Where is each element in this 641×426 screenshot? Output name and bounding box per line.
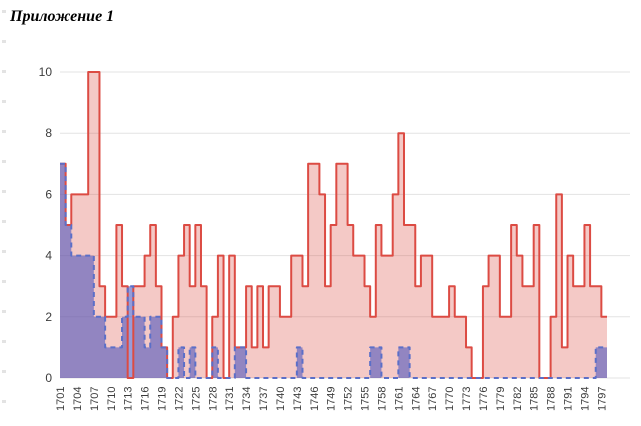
red-series-line [60, 71, 607, 379]
x-tick-label: 1746 [309, 387, 321, 411]
blue-series-area [60, 163, 607, 378]
x-tick-label: 1785 [529, 387, 541, 411]
margin-tick-dots [2, 10, 6, 410]
x-tick-label: 1773 [461, 387, 473, 411]
x-tick-label: 1722 [173, 387, 185, 411]
x-tick-label: 1767 [427, 387, 439, 411]
y-axis-labels: 0 2 4 6 8 10 [39, 65, 53, 385]
page-title: Приложение 1 [10, 8, 115, 25]
x-tick-label: 1728 [207, 387, 219, 411]
x-tick-label: 1719 [157, 387, 169, 411]
x-tick-label: 1749 [326, 387, 338, 411]
x-tick-label: 1752 [343, 387, 355, 411]
x-tick-label: 1731 [224, 387, 236, 411]
x-tick-label: 1755 [360, 387, 372, 411]
x-axis-labels: 1701 1704 1707 1710 1713 1716 1719 1722 1725 1728… [55, 387, 608, 411]
y-tick-label: 2 [45, 310, 52, 324]
y-tick-label: 6 [45, 187, 52, 201]
x-tick-label: 1707 [89, 387, 101, 411]
x-tick-label: 1764 [410, 387, 422, 411]
x-tick-label: 1758 [376, 387, 388, 411]
x-tick-label: 1716 [140, 387, 152, 411]
x-tick-label: 1740 [275, 387, 287, 411]
x-tick-label: 1704 [72, 387, 84, 411]
blue-series-line [60, 162, 607, 379]
x-tick-label: 1779 [495, 387, 507, 411]
x-tick-label: 1734 [241, 387, 253, 411]
x-tick-label: 1776 [478, 387, 490, 411]
x-tick-label: 1797 [596, 387, 608, 411]
x-tick-label: 1713 [123, 387, 135, 411]
y-tick-label: 10 [39, 65, 53, 79]
x-tick-label: 1710 [106, 387, 118, 411]
x-tick-label: 1782 [512, 387, 524, 411]
y-tick-label: 4 [45, 249, 52, 263]
x-tick-label: 1737 [258, 387, 270, 411]
y-tick-label: 8 [45, 126, 52, 140]
x-tick-label: 1743 [292, 387, 304, 411]
x-tick-label: 1701 [55, 387, 67, 411]
x-tick-label: 1761 [393, 387, 405, 411]
x-tick-label: 1791 [563, 387, 575, 411]
x-tick-label: 1725 [190, 387, 202, 411]
y-tick-label: 0 [45, 371, 52, 385]
x-tick-label: 1770 [444, 387, 456, 411]
x-tick-label: 1794 [579, 387, 591, 411]
x-tick-label: 1788 [546, 387, 558, 411]
